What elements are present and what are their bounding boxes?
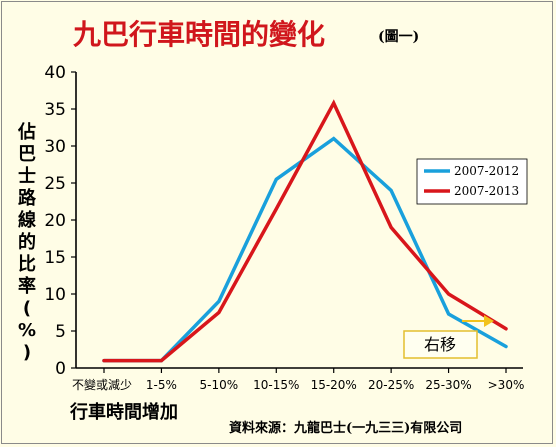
x-tick-label: 10-15% [253, 378, 299, 392]
axes [75, 72, 523, 369]
y-ticks: 0 5 10 15 20 25 30 35 40 [44, 63, 76, 379]
legend-label-2007-2013: 2007-2013 [454, 184, 519, 198]
x-tick-label: 20-25% [368, 378, 414, 392]
shift-box [403, 330, 478, 359]
y-tick-label: 25 [44, 174, 66, 194]
chart-subtitle: (圖一) [378, 28, 419, 45]
y-tick-label: 0 [55, 359, 66, 379]
y-tick-label: 20 [44, 211, 66, 231]
y-tick-label: 30 [44, 137, 66, 157]
x-tick-label: 15-20% [311, 378, 357, 392]
y-tick-label: 15 [44, 248, 66, 268]
shift-annotation: 右移 [403, 315, 494, 359]
x-tick-label: 5-10% [200, 378, 239, 392]
shift-label: 右移 [424, 335, 456, 354]
legend-box [416, 158, 528, 205]
y-tick-label: 40 [44, 63, 66, 83]
series-lines [102, 99, 508, 363]
x-tick-label: 25-30% [425, 378, 471, 392]
y-tick-label: 35 [44, 100, 66, 120]
series-line-2007-2013 [102, 99, 508, 363]
source-note: 資料來源：九龍巴士(一九三三)有限公司 [229, 420, 462, 436]
legend-label-2007-2012: 2007-2012 [454, 164, 519, 178]
y-tick-label: 5 [55, 322, 66, 342]
x-axis-label: 行車時間增加 [69, 401, 178, 423]
y-axis-label: 佔巴士路線的比率(%) [17, 121, 37, 363]
shift-arrow-icon [462, 315, 494, 327]
y-axis-label-text: 佔巴士路線的比率(%) [17, 121, 37, 363]
x-ticks: 不變或減少 1-5% 5-10% 10-15% 15-20% 20-25% 25-30% >3… [72, 368, 524, 392]
x-tick-label: 不變或減少 [72, 377, 132, 392]
chart-title: 九巴行車時間的變化 [73, 18, 325, 51]
x-tick-label: >30% [488, 378, 525, 392]
legend: 2007-2012 2007-2013 [416, 158, 528, 205]
x-tick-label: 1-5% [146, 378, 177, 392]
y-tick-label: 10 [44, 285, 66, 305]
